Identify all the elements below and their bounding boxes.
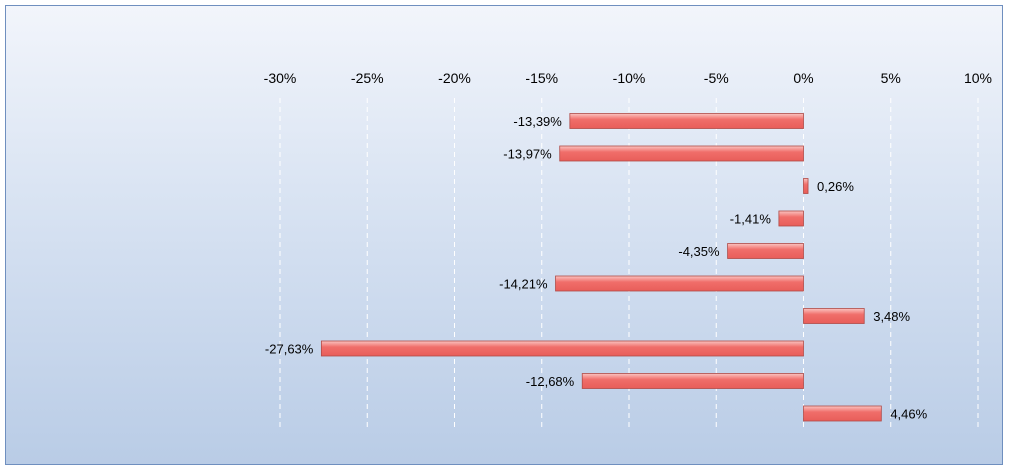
bar [803,178,809,194]
data-label: -13,39% [513,114,562,129]
x-tick-label: -20% [438,70,471,86]
bar [803,405,882,422]
data-label: 3,48% [873,309,910,324]
bar [727,243,804,259]
x-tick-label: -10% [613,70,646,86]
x-tick-label: 0% [793,70,813,86]
data-label: -14,21% [499,277,548,292]
data-label: 0,26% [817,179,854,194]
x-tick-label: 5% [881,70,901,86]
x-tick-label: -15% [525,70,558,86]
bar [569,113,804,129]
bar [559,145,804,162]
x-tick-label: -30% [264,70,297,86]
bars [320,113,882,422]
x-tick-label: -25% [351,70,384,86]
bar [581,373,804,389]
data-label: -27,63% [265,342,314,357]
data-label: -4,35% [678,244,720,259]
bar [778,210,804,227]
bar [803,308,865,324]
data-label: -12,68% [526,374,575,389]
data-label: 4,46% [890,407,927,422]
x-tick-label: -5% [704,70,729,86]
chart-area [5,5,1003,465]
data-labels: -13,39% -13,97% 0,26% -1,41% -4,35% -14,21% 3,… [265,114,928,422]
bar [555,275,804,292]
x-axis-ticks: -30% -25% -20% -15% -10% -5% 0% 5% 10% [264,70,992,86]
data-label: -1,41% [730,212,772,227]
bar [320,340,804,357]
x-tick-label: 10% [964,70,992,86]
data-label: -13,97% [503,147,552,162]
